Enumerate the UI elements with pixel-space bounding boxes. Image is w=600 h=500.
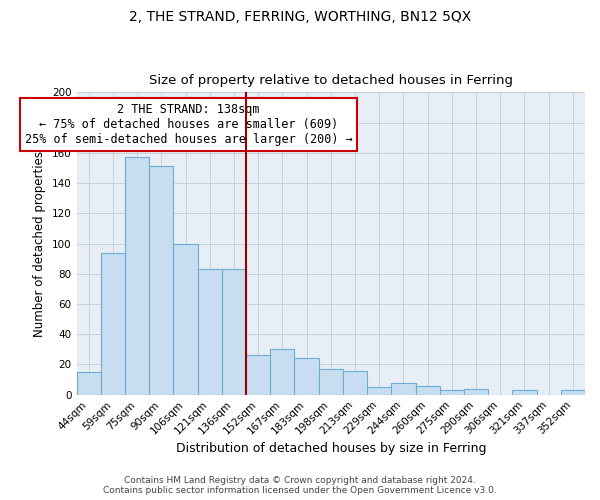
Bar: [391, 382, 416, 394]
Bar: [101, 252, 125, 394]
Bar: [440, 390, 464, 394]
Text: 2 THE STRAND: 138sqm
← 75% of detached houses are smaller (609)
25% of semi-deta: 2 THE STRAND: 138sqm ← 75% of detached h…: [25, 103, 352, 146]
Bar: [343, 370, 367, 394]
Title: Size of property relative to detached houses in Ferring: Size of property relative to detached ho…: [149, 74, 513, 87]
Bar: [512, 390, 536, 394]
Bar: [77, 372, 101, 394]
Bar: [295, 358, 319, 394]
Bar: [197, 269, 222, 394]
Bar: [561, 390, 585, 394]
Bar: [125, 158, 149, 394]
Bar: [367, 387, 391, 394]
Bar: [149, 166, 173, 394]
Bar: [416, 386, 440, 394]
Bar: [319, 369, 343, 394]
Bar: [270, 350, 295, 395]
Bar: [246, 356, 270, 395]
Bar: [464, 388, 488, 394]
Y-axis label: Number of detached properties: Number of detached properties: [34, 150, 46, 336]
X-axis label: Distribution of detached houses by size in Ferring: Distribution of detached houses by size …: [176, 442, 486, 455]
Text: 2, THE STRAND, FERRING, WORTHING, BN12 5QX: 2, THE STRAND, FERRING, WORTHING, BN12 5…: [129, 10, 471, 24]
Bar: [173, 244, 197, 394]
Text: Contains HM Land Registry data © Crown copyright and database right 2024.
Contai: Contains HM Land Registry data © Crown c…: [103, 476, 497, 495]
Bar: [222, 269, 246, 394]
